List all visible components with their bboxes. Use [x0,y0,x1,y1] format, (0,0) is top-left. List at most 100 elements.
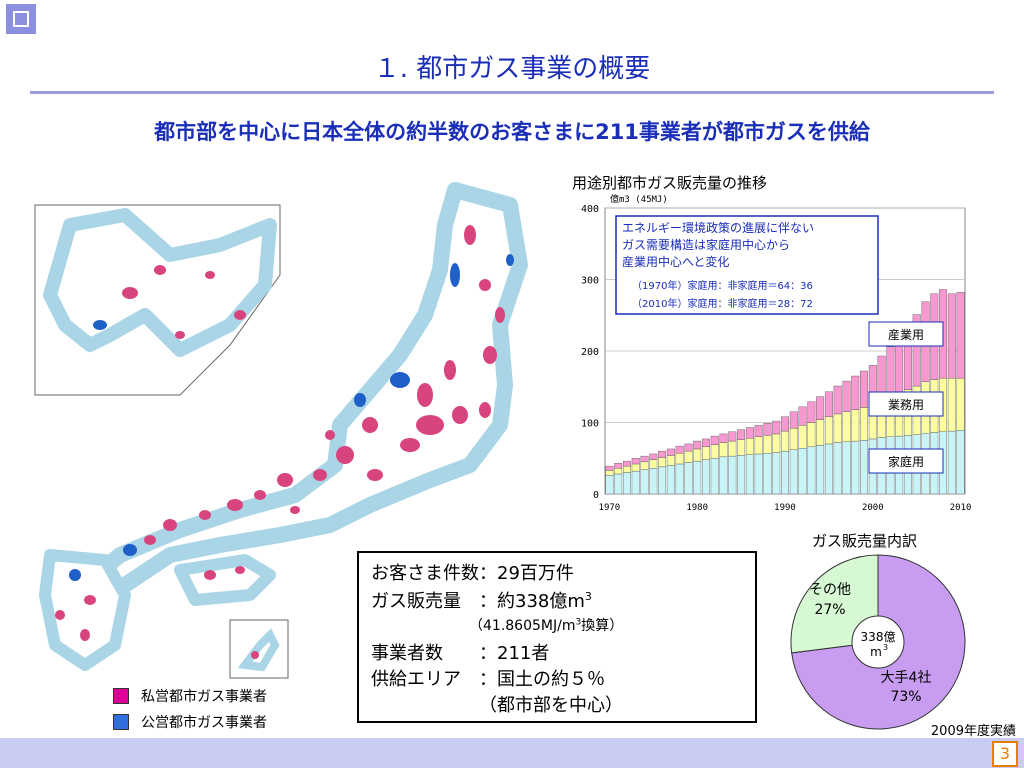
info-customers: お客さま件数：29百万件 [371,563,574,584]
bar-commercial-1997 [842,411,851,443]
legend-private: 私営都市ガス事業者 [113,686,267,706]
page-number: 3 [992,741,1018,767]
kyushu-coast [39,549,131,671]
info-sales-volume: ガス販売量 ：約338億m3 [371,587,592,613]
info-sales-sup: 3 [584,590,592,603]
bar-industrial-1977 [666,448,675,456]
bar-industrial-1998 [851,375,860,410]
bar-residential-1995 [824,443,833,495]
bar-commercial-1990 [781,430,789,452]
pie-center-sup: 3 [883,643,888,652]
bar-commercial-2010 [956,377,965,431]
info-conversion-b: 換算） [581,618,624,634]
pie-title: ガス販売量内訳 [812,532,918,550]
y-tick-label: 0 [593,490,599,501]
pie-pct-major: 73% [890,689,921,705]
bar-residential-1980 [693,460,702,495]
chart-title: 用途別都市ガス販売量の推移 [572,174,768,192]
service-area-patch [235,566,245,574]
sales-breakdown-pie: 338億 m 3 大手4社 73% その他 27% [790,554,966,730]
y-tick-label: 400 [581,204,599,215]
y-unit-label: 億m3 (45MJ) [610,193,668,205]
pie-center-hole [851,615,905,669]
pie-footnote: 2009年度実績 [930,724,1016,739]
x-tick-label: 1990 [774,503,796,513]
bar-industrial-1987 [754,425,763,438]
service-area-patch [400,438,420,452]
bar-industrial-1991 [789,411,798,429]
bar-residential-2009 [947,430,956,495]
info-supply-area-note: （都市部を中心） [479,695,623,716]
bar-residential-1970 [605,475,614,495]
service-area-patch [55,610,65,620]
x-tick-label: 2010 [950,503,972,513]
service-area-patch [354,393,366,407]
service-area-patch [123,544,137,556]
bar-residential-1986 [745,454,754,495]
bar-residential-1973 [631,470,640,495]
service-area-patch [80,629,90,641]
service-area-patch [234,310,246,320]
service-area-patch [444,360,456,380]
bar-commercial-1980 [693,448,702,462]
bar-commercial-1998 [851,409,860,442]
info-supply-area: 供給エリア ：国土の約５％ [371,669,605,690]
service-area-patch [199,510,211,520]
bar-industrial-1997 [842,380,851,412]
bar-commercial-1974 [640,461,649,470]
bar-commercial-1973 [631,463,640,472]
y-tick-label: 100 [581,419,599,430]
bar-industrial-1989 [772,420,781,435]
bar-industrial-1978 [675,445,684,454]
label-box-industrial [868,321,944,347]
bar-residential-1975 [649,468,658,495]
series-label-commercial: 業務用 [888,398,924,412]
info-sales-main: ガス販売量 ：約338億m [371,591,585,612]
bar-industrial-1983 [719,433,728,443]
bar-residential-1999 [860,440,868,495]
bar-commercial-1996 [833,413,842,443]
service-area-patch [336,446,354,464]
service-area-patch [290,506,300,514]
bar-residential-1981 [701,459,710,495]
bar-commercial-1971 [614,468,623,475]
hokkaido-inset-frame [34,204,281,396]
service-area-patch [416,415,444,435]
japan-gas-supply-map [34,182,528,679]
slide-title: １. 都市ガス事業の概要 [373,54,651,84]
service-area-patch [362,417,378,433]
service-area-patch [452,406,468,424]
bar-industrial-1994 [816,396,825,420]
title-divider [30,91,994,94]
bar-commercial-1983 [719,442,728,458]
bar-residential-1983 [719,456,728,495]
bar-industrial-1973 [631,458,640,465]
bar-commercial-1984 [728,440,737,457]
service-area-patch [506,254,514,266]
bar-commercial-1976 [658,457,667,468]
bar-residential-1994 [816,445,825,495]
annotation-line-3: 産業用中心へと変化 [622,254,729,269]
bar-residential-1979 [684,462,693,495]
bar-commercial-1992 [798,425,807,449]
bar-residential-1989 [772,452,781,495]
service-area-patch [251,651,259,659]
legend-public-label: 公営都市ガス事業者 [141,715,267,731]
service-area-patch [69,569,81,581]
bar-industrial-1979 [684,443,693,452]
bar-residential-1987 [754,453,763,495]
bar-commercial-1991 [789,428,798,450]
bar-residential-2010 [956,430,965,495]
slide-subtitle: 都市部を中心に日本全体の約半数のお客さまに211事業者が都市ガスを供給 [154,120,870,144]
bar-residential-1992 [798,448,807,495]
legend-public: 公営都市ガス事業者 [113,712,267,732]
info-conversion-sup: 3 [575,617,582,628]
service-area-patch [254,490,266,500]
service-area-patch [479,279,491,291]
bar-industrial-1990 [781,416,789,432]
service-area-patch [325,430,335,440]
bar-residential-1974 [640,469,649,495]
x-tick-label: 1980 [686,503,708,513]
hokkaido-coast [43,208,277,357]
bar-industrial-1988 [763,423,772,436]
